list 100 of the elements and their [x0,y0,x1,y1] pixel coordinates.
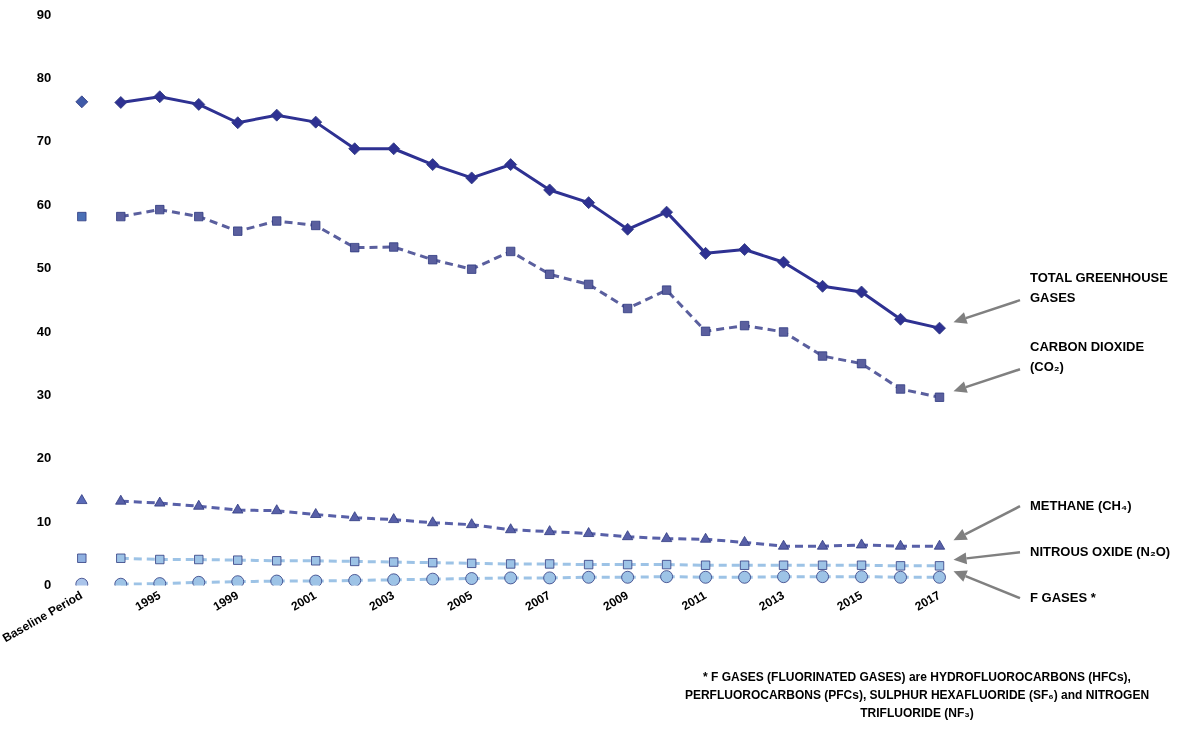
point [465,572,479,585]
point [311,556,321,566]
point [504,158,518,171]
x-tick-label: 2017 [912,587,943,614]
point [387,573,401,586]
point [350,243,360,253]
y-tick-label: 60 [36,196,52,212]
point [621,570,635,584]
point [700,326,711,336]
point [349,511,361,522]
point [388,513,400,523]
point [582,570,596,584]
point [467,264,477,274]
point [466,518,478,529]
point [622,530,634,541]
x-tick-label: 2013 [756,587,787,614]
point [231,575,245,586]
point [193,499,205,510]
point [661,559,672,570]
point [309,574,323,586]
point [426,158,440,171]
point [660,570,673,584]
point [700,560,711,570]
point [75,95,89,109]
y-tick-label: 0 [44,577,52,593]
y-tick-label: 20 [36,450,52,466]
point [855,538,868,549]
x-tick-label: 1995 [132,587,164,614]
point [310,508,322,518]
x-tick-label: 2011 [679,587,710,614]
point [272,556,282,566]
point [699,532,712,543]
point [856,560,867,570]
point [467,558,477,568]
point [778,560,789,570]
point [270,108,284,122]
point [855,570,868,584]
point [114,96,128,109]
point [934,561,945,571]
text: METHANE (CH₄) [1030,497,1133,516]
point [76,494,88,504]
x-tick-label: 2001 [288,587,320,614]
point [155,554,165,565]
point [894,570,907,584]
point [582,196,596,210]
point [817,351,828,361]
point [387,142,401,156]
point [661,285,672,295]
point [232,503,244,514]
x-tick-label: 2007 [522,587,554,614]
point [894,312,907,326]
point [583,279,594,290]
point [933,539,946,550]
point [505,523,517,534]
point [933,570,946,584]
point [116,553,126,563]
point [816,279,829,293]
point [895,561,906,571]
point [270,574,284,586]
point [699,246,712,260]
point [855,285,868,299]
point [894,539,907,550]
x-tick-label: 2015 [834,587,865,614]
point [739,320,750,331]
point [192,97,206,111]
point [309,115,323,129]
point [311,220,321,231]
point [934,392,945,402]
point [426,572,440,586]
y-tick-label: 70 [36,133,52,149]
point [583,559,594,570]
point [427,516,439,527]
y-tick-label: 50 [36,260,52,276]
point [153,90,167,104]
point [816,539,829,550]
point [272,216,282,226]
x-tick-label: 2003 [366,587,398,614]
point [428,255,438,265]
text: * F GASES (FLUORINATED GASES) are HYDROFLUOROCARBONS (HFCs), PERFLUOROCARBONS (PFCs), SULPHUR HEXAFLUORIDE (SF₆) and NITROGEN TRIFLUORIDE (NF₃) [683,669,1151,722]
text: CARBON DIOXIDE (CO₂) [1030,338,1146,377]
point [389,557,399,567]
y-tick-label: 30 [36,386,52,402]
point [154,496,166,507]
point [738,570,751,584]
point [115,494,127,505]
point [194,211,204,222]
point [699,570,712,584]
point [621,222,635,236]
point [777,255,790,269]
point [543,183,557,197]
point [192,575,206,586]
y-tick-label: 40 [36,323,52,339]
point [231,116,245,130]
point [738,243,751,256]
point [660,205,673,219]
point [233,555,243,565]
point [506,559,516,569]
point [543,571,557,585]
point [739,560,750,570]
point [933,321,946,335]
